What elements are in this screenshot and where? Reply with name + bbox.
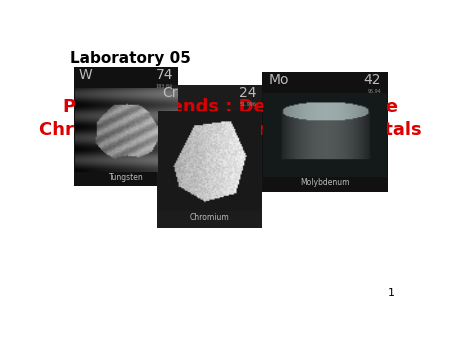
Text: 183.84: 183.84 xyxy=(156,83,173,89)
Text: Molybdenum: Molybdenum xyxy=(300,178,350,187)
Text: 74: 74 xyxy=(156,68,173,82)
Text: Periodic Trends : Densities in the
Chromium Family of Transition Metals: Periodic Trends : Densities in the Chrom… xyxy=(39,98,422,139)
Text: 42: 42 xyxy=(364,73,381,87)
Text: Cr: Cr xyxy=(162,86,178,100)
Text: 1: 1 xyxy=(387,288,395,298)
Text: 24: 24 xyxy=(239,86,257,100)
Text: 51.996: 51.996 xyxy=(240,102,257,107)
Bar xyxy=(262,72,387,192)
Text: Tungsten: Tungsten xyxy=(108,172,144,182)
Text: Laboratory 05: Laboratory 05 xyxy=(70,51,191,66)
Text: 95.94: 95.94 xyxy=(368,89,381,94)
Bar xyxy=(158,85,262,228)
Text: Mo: Mo xyxy=(268,73,289,87)
Text: W: W xyxy=(79,68,93,82)
Bar xyxy=(74,67,178,186)
Text: Chromium: Chromium xyxy=(190,213,230,222)
